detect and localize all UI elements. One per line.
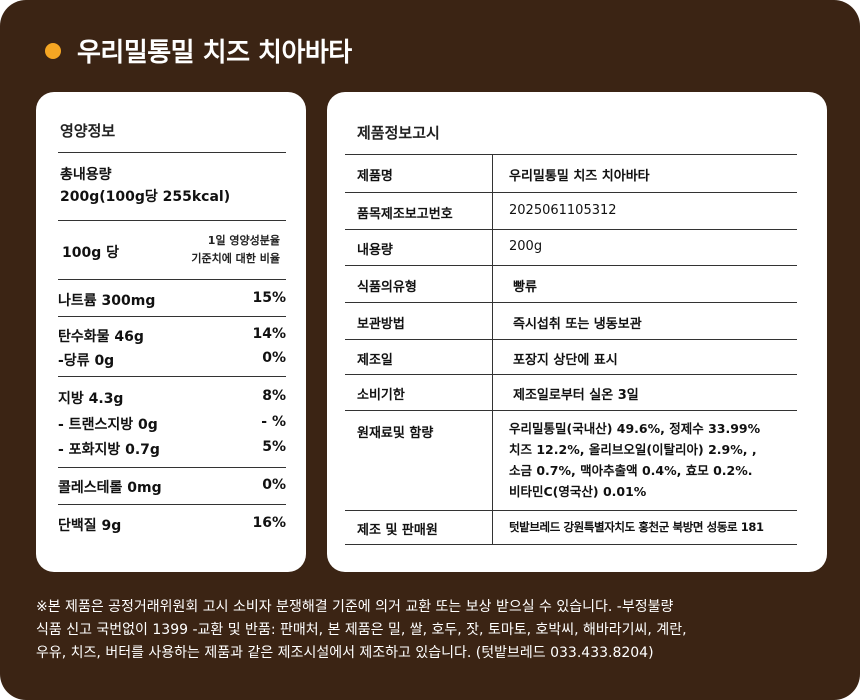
per-label: 100g 당 — [62, 245, 119, 261]
ingredients-line: 소금 0.7%, 맥아추출액 0.4%, 효모 0.2%. — [509, 463, 753, 478]
nutrient-pct: 15% — [252, 290, 286, 306]
row-label: 소비기한 — [357, 388, 405, 403]
ingredients-line: 우리밀통밀(국내산) 49.6%, 정제수 33.99% — [509, 421, 761, 436]
row-label: 품목제조보고번호 — [357, 207, 453, 222]
daily-value-line1: 1일 영양성분율 — [207, 234, 280, 247]
title-row: 우리밀통밀 치즈 치아바타 — [45, 32, 352, 69]
table-line — [345, 510, 797, 511]
row-label: 제조 및 판매원 — [357, 523, 438, 538]
nutrient-name: 단백질 9g — [58, 518, 122, 534]
total-value: 200g(100g당 255kcal) — [60, 189, 231, 205]
row-label: 내용량 — [357, 243, 393, 258]
row-value: 즉시섭취 또는 냉동보관 — [513, 317, 642, 332]
divider — [58, 152, 286, 153]
table-line — [345, 410, 797, 411]
nutrient-pct: 14% — [252, 326, 286, 342]
row-value: 포장지 상단에 표시 — [513, 353, 618, 368]
row-value: 200g — [509, 239, 543, 254]
table-line — [345, 302, 797, 303]
nutrient-name: 콜레스테롤 0mg — [58, 480, 162, 496]
row-label: 식품의유형 — [357, 280, 417, 295]
table-line — [345, 265, 797, 266]
divider — [58, 504, 286, 505]
bullet-dot-icon — [45, 42, 61, 59]
total-label: 총내용량 — [60, 167, 112, 183]
nutrient-name: 탄수화물 46g — [58, 329, 144, 345]
table-line — [345, 229, 797, 230]
daily-value-note: 1일 영양성분율 기준치에 대한 비율 — [191, 232, 280, 268]
row-value: 2025061105312 — [509, 203, 617, 218]
nutrient-pct: 8% — [262, 388, 286, 404]
nutrient-pct: - % — [261, 414, 286, 430]
row-label: 보관방법 — [357, 317, 405, 332]
nutrient-pct: 5% — [262, 439, 286, 455]
daily-value-line2: 기준치에 대한 비율 — [191, 252, 280, 265]
product-info-heading: 제품정보고시 — [357, 124, 440, 142]
table-line — [345, 374, 797, 375]
nutrient-name: 지방 4.3g — [58, 391, 124, 407]
nutrient-pct: 16% — [252, 515, 286, 531]
table-line — [345, 339, 797, 340]
footer-notice: ※본 제품은 공정거래위원회 고시 소비자 분쟁해결 기준에 의거 교환 또는 … — [36, 596, 836, 665]
ingredients-line: 치즈 12.2%, 올리브오일(이탈리아) 2.9%, , — [509, 442, 757, 457]
footer-line: ※본 제품은 공정거래위원회 고시 소비자 분쟁해결 기준에 의거 교환 또는 … — [36, 599, 674, 615]
nutrient-pct: 0% — [262, 350, 286, 366]
ingredients-line: 비타민C(영국산) 0.01% — [509, 484, 647, 499]
divider — [58, 220, 286, 221]
divider — [58, 316, 286, 317]
table-line — [345, 192, 797, 193]
row-label: 제조일 — [357, 353, 393, 368]
table-line — [345, 544, 797, 545]
nutrient-name: 나트륨 300mg — [58, 293, 156, 309]
product-info-card: 제품정보고시 제품명 우리밀통밀 치즈 치아바타 품목제조보고번호 202506… — [327, 92, 827, 572]
product-title: 우리밀통밀 치즈 치아바타 — [77, 38, 352, 68]
row-value: 우리밀통밀 치즈 치아바타 — [509, 169, 650, 184]
row-value: 제조일로부터 실온 3일 — [513, 388, 639, 403]
ingredients-value: 우리밀통밀(국내산) 49.6%, 정제수 33.99% 치즈 12.2%, 올… — [509, 418, 760, 502]
divider — [58, 279, 286, 280]
footer-line: 우유, 치즈, 버터를 사용하는 제품과 같은 제조시설에서 제조하고 있습니다… — [36, 645, 654, 661]
divider — [58, 376, 286, 377]
row-label: 제품명 — [357, 169, 393, 184]
nutrient-name: - 포화지방 0.7g — [58, 442, 160, 458]
nutrient-pct: 0% — [262, 477, 286, 493]
nutrition-heading: 영양정보 — [60, 122, 116, 140]
row-value: 빵류 — [513, 280, 537, 295]
row-value: 텃밭브레드 강원특별자치도 홍천군 북방면 성동로 181 — [509, 520, 764, 534]
nutrition-card: 영양정보 총내용량 200g(100g당 255kcal) 100g 당 1일 … — [36, 92, 306, 572]
table-line — [345, 154, 797, 155]
nutrient-name: -당류 0g — [58, 353, 115, 369]
nutrient-name: - 트랜스지방 0g — [58, 417, 158, 433]
divider — [58, 467, 286, 468]
table-column-divider — [492, 154, 493, 544]
row-label: 원재료및 함량 — [357, 426, 434, 441]
footer-line: 식품 신고 국번없이 1399 -교환 및 반품: 판매처, 본 제품은 밀, … — [36, 622, 687, 638]
